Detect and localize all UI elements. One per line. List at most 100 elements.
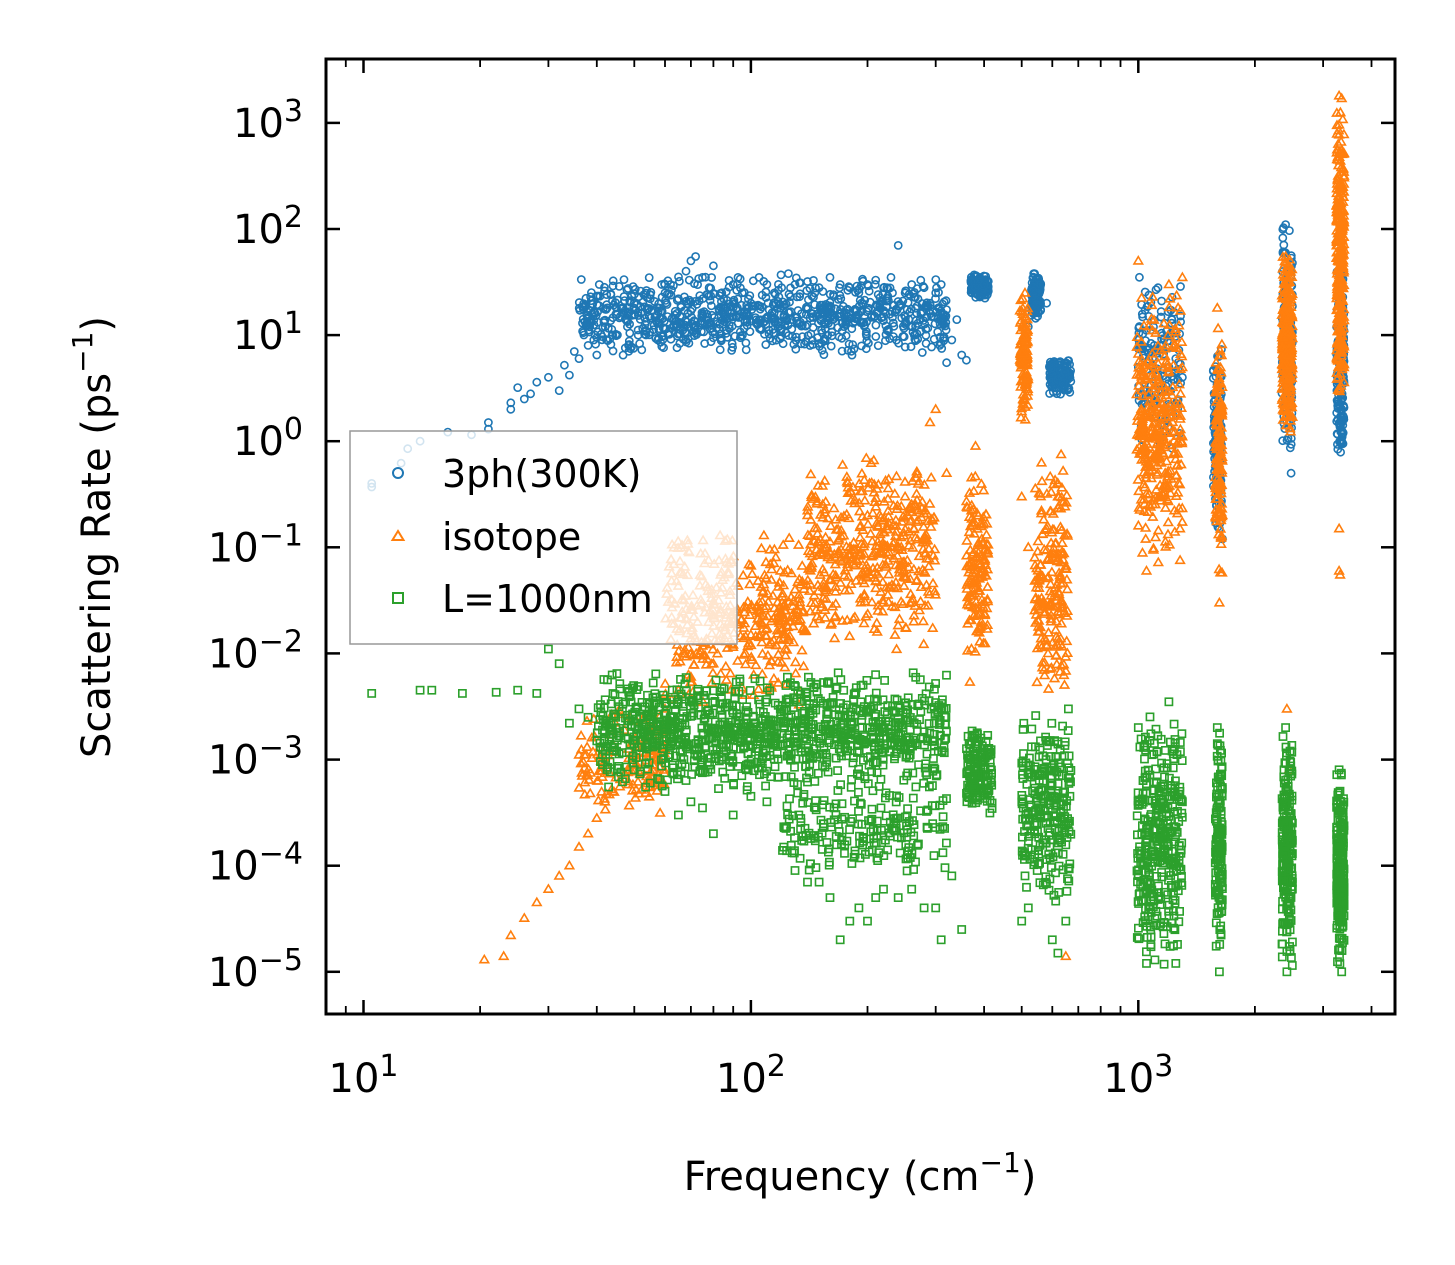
point-3ph-718: [942, 305, 951, 314]
point-3ph-491: [916, 275, 926, 285]
point-3ph-457: [764, 329, 774, 339]
point-3ph-312: [888, 318, 898, 328]
point-3ph-525: [707, 301, 716, 311]
point-3ph-353: [733, 303, 742, 313]
point-3ph-757: [707, 273, 716, 282]
series-3ph: [367, 220, 1349, 544]
point-3ph-527: [811, 283, 820, 293]
point-3ph-793: [780, 320, 790, 330]
point-3ph-331: [837, 346, 847, 356]
point-3ph-657: [682, 317, 691, 327]
point-3ph-707: [862, 336, 872, 346]
point-3ph-512: [894, 338, 903, 348]
point-3ph-379: [715, 345, 725, 355]
point-3ph-136: [881, 336, 890, 346]
point-3ph-800: [624, 340, 633, 350]
point-3ph-780: [797, 309, 806, 318]
point-3ph-746: [724, 320, 734, 330]
point-3ph-588: [939, 332, 949, 342]
point-3ph-719: [697, 311, 707, 321]
point-3ph-472: [873, 341, 883, 350]
point-3ph-739: [905, 307, 915, 317]
point-3ph-714: [897, 313, 907, 323]
point-3ph-534: [606, 290, 616, 300]
point-3ph-675: [614, 281, 624, 291]
point-3ph-722: [940, 310, 949, 319]
point-3ph-366: [745, 327, 755, 336]
point-3ph-725: [693, 280, 702, 289]
point-3ph-170: [684, 275, 694, 285]
point-3ph-797: [792, 316, 802, 326]
point-3ph-646: [736, 331, 746, 341]
point-3ph-687: [785, 297, 794, 307]
point-3ph-254: [809, 275, 818, 285]
point-3ph-437: [733, 294, 743, 304]
point-3ph-579: [776, 303, 785, 313]
point-3ph-694: [776, 331, 786, 341]
point-3ph-613: [834, 309, 844, 318]
point-3ph-605: [630, 284, 640, 294]
point-3ph-631: [606, 316, 615, 326]
point-3ph-736: [857, 298, 867, 308]
point-3ph-713: [680, 316, 690, 325]
point-3ph-695: [674, 272, 683, 282]
point-3ph-787: [624, 346, 634, 356]
point-3ph-630: [794, 319, 804, 328]
point-3ph-108: [917, 348, 927, 357]
point-3ph-546: [898, 331, 908, 341]
point-3ph-297: [704, 291, 714, 301]
point-3ph-428: [889, 321, 899, 331]
point-3ph-424: [644, 273, 654, 282]
point-3ph-137: [701, 272, 710, 282]
point-3ph-76: [608, 281, 618, 291]
point-3ph-598: [941, 318, 951, 327]
point-3ph-622: [717, 316, 727, 325]
point-3ph-729: [613, 330, 622, 340]
point-3ph-492: [927, 342, 936, 352]
point-3ph-569: [900, 342, 910, 352]
point-3ph-727: [660, 279, 669, 289]
point-3ph-454: [844, 282, 854, 292]
point-3ph-683: [889, 300, 899, 310]
point-3ph-691: [933, 327, 943, 337]
point-3ph-524: [800, 339, 809, 349]
point-3ph-664: [867, 311, 877, 320]
point-3ph-765: [881, 330, 891, 339]
point-3ph-662: [829, 290, 838, 299]
point-3ph-596: [911, 336, 921, 346]
point-3ph-711: [871, 332, 881, 341]
point-3ph-490: [700, 339, 710, 348]
point-3ph-475: [602, 303, 612, 313]
point-3ph-686: [675, 276, 684, 286]
point-3ph-489: [608, 276, 618, 286]
point-3ph-697: [581, 293, 591, 303]
point-3ph-761: [635, 314, 645, 324]
point-3ph-782: [802, 286, 812, 295]
point-3ph-303: [761, 340, 771, 349]
point-3ph-663: [854, 309, 863, 319]
point-3ph-349: [836, 304, 845, 314]
point-3ph-561: [795, 289, 805, 299]
point-3ph-518: [903, 298, 913, 307]
point-3ph-708: [658, 331, 668, 341]
point-3ph-784: [654, 333, 664, 343]
point-3ph-734: [704, 318, 714, 328]
point-3ph-732: [909, 330, 919, 340]
point-3ph-556: [623, 317, 633, 326]
point-3ph-336: [791, 344, 801, 354]
point-3ph-785: [827, 331, 837, 341]
point-3ph-381: [765, 333, 775, 343]
point-3ph-717: [622, 285, 632, 295]
point-3ph-532: [817, 328, 827, 338]
point-3ph-396: [931, 275, 941, 284]
point-3ph-768: [826, 320, 836, 330]
point-3ph-740: [649, 325, 658, 335]
point-3ph-623: [871, 320, 881, 330]
point-3ph-154: [662, 300, 672, 309]
point-3ph-655: [937, 344, 947, 353]
point-3ph-310: [707, 310, 717, 320]
point-3ph-712: [825, 289, 835, 299]
point-3ph-608: [702, 309, 712, 319]
point-3ph-90: [906, 342, 916, 352]
point-3ph-672: [579, 328, 588, 338]
